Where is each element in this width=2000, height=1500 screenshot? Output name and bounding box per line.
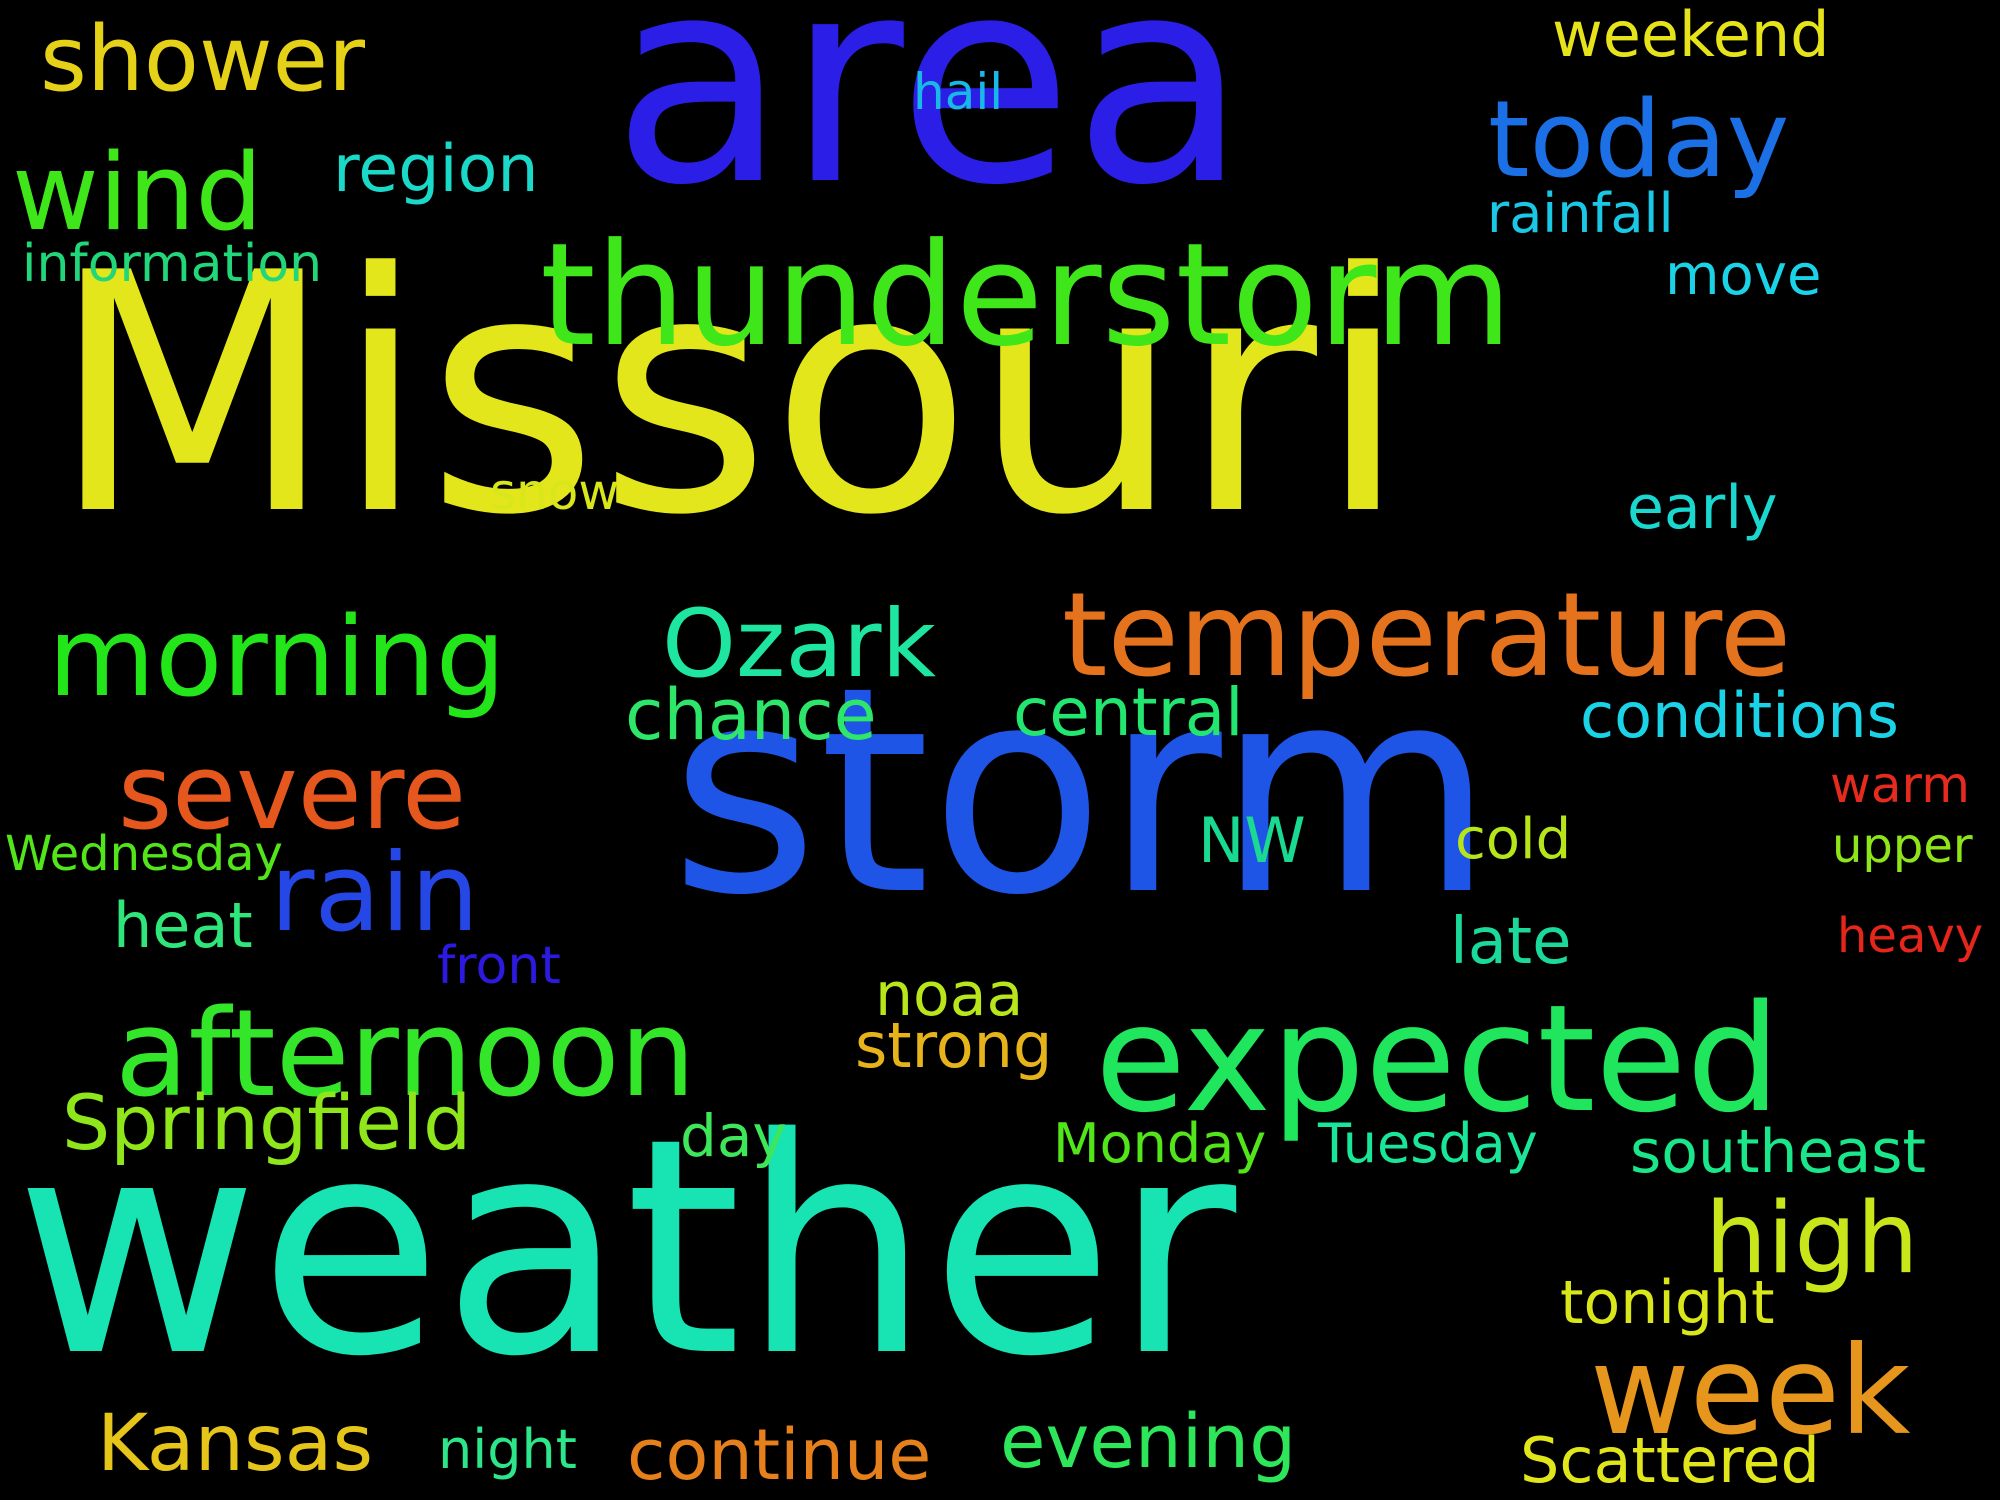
word-warm: warm [1830, 756, 1970, 814]
word-temperature: temperature [1062, 568, 1792, 703]
word-early: early [1627, 473, 1778, 543]
word-move: move [1665, 243, 1822, 308]
word-afternoon: afternoon [115, 985, 696, 1124]
word-high: high [1705, 1182, 1919, 1296]
word-strong: strong [855, 1009, 1053, 1082]
word-missouri: Missouri [50, 203, 1409, 587]
word-snow: snow [490, 463, 620, 521]
word-continue: continue [627, 1414, 932, 1496]
word-wind: wind [12, 131, 263, 254]
word-chance: chance [625, 674, 877, 756]
word-day: day [680, 1102, 787, 1170]
word-weekend: weekend [1552, 0, 1830, 71]
word-weather: weather [15, 1075, 1237, 1422]
word-late: late [1450, 905, 1572, 979]
word-expected: expected [1095, 973, 1781, 1145]
word-nw: NW [1198, 804, 1306, 877]
word-wednesday: Wednesday [5, 826, 283, 882]
word-tonight: tonight [1560, 1268, 1775, 1338]
word-area: area [612, 0, 1248, 248]
word-storm: storm [670, 626, 1495, 958]
word-week: week [1590, 1320, 1911, 1462]
word-cold: cold [1455, 807, 1572, 872]
word-today: today [1488, 78, 1790, 201]
word-thunderstorm: thunderstorm [540, 213, 1513, 378]
word-rainfall: rainfall [1487, 182, 1674, 245]
word-tuesday: Tuesday [1318, 1112, 1538, 1175]
word-night: night [438, 1418, 577, 1481]
word-heavy: heavy [1837, 908, 1984, 964]
word-region: region [333, 132, 539, 207]
word-shower: shower [40, 7, 365, 112]
word-conditions: conditions [1580, 679, 1899, 752]
word-heat: heat [113, 889, 253, 962]
word-upper: upper [1832, 818, 1973, 874]
word-rain: rain [270, 831, 480, 956]
word-monday: Monday [1053, 1112, 1267, 1175]
word-severe: severe [118, 731, 467, 853]
word-information: information [22, 234, 323, 294]
word-evening: evening [1000, 1399, 1297, 1485]
word-noaa: noaa [875, 960, 1024, 1030]
word-front: front [437, 936, 561, 996]
word-ozark: Ozark [662, 590, 937, 699]
word-central: central [1013, 674, 1244, 751]
word-scattered: Scattered [1520, 1424, 1820, 1497]
word-kansas: Kansas [97, 1399, 374, 1489]
word-southeast: southeast [1630, 1117, 1927, 1187]
word-hail: hail [913, 63, 1004, 121]
word-springfield: Springfield [62, 1078, 472, 1167]
word-morning: morning [48, 593, 506, 721]
